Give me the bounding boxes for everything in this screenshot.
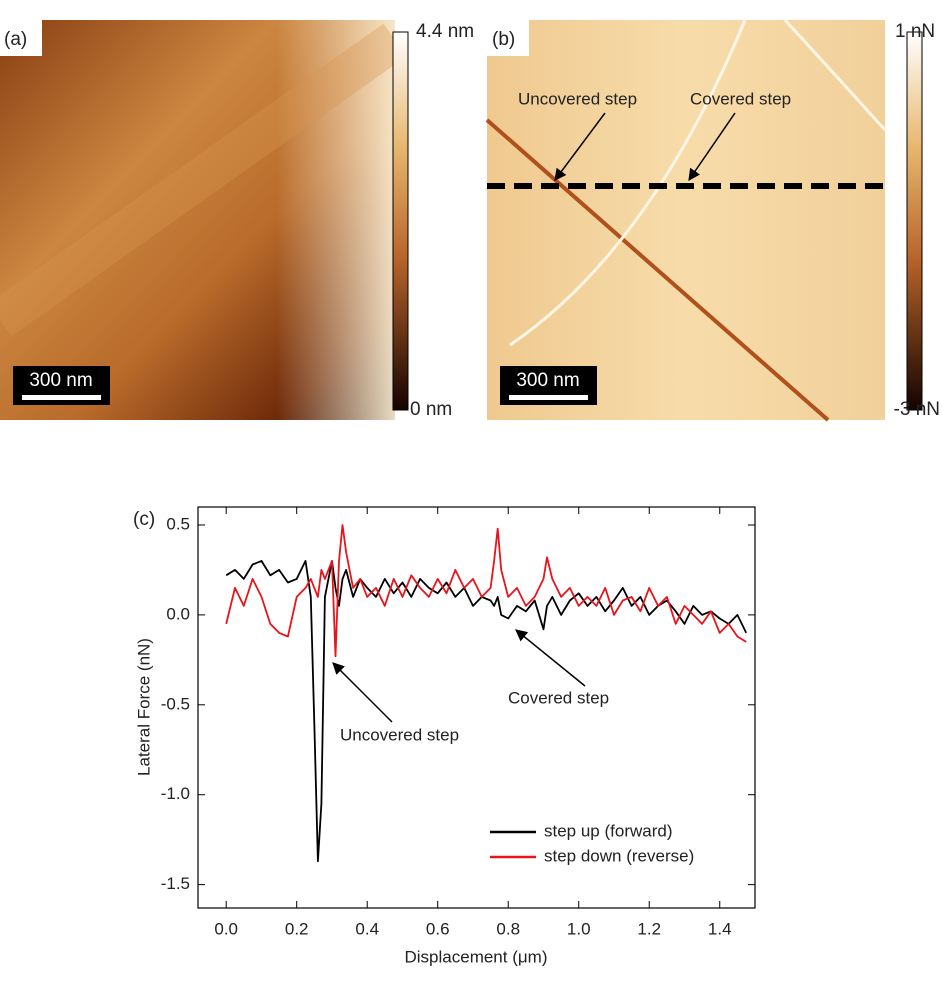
x-tick-label: 1.2 [637, 919, 661, 938]
annotation: Covered step [508, 688, 609, 707]
covered-step-line [509, 19, 747, 347]
colorbar [906, 31, 923, 411]
covered-step-line [783, 18, 887, 132]
afm-friction-image [487, 20, 885, 420]
colorbar [392, 31, 409, 411]
uncovered-step-line [485, 118, 830, 422]
y-tick-label: -1.5 [161, 874, 190, 893]
y-tick-label: -0.5 [161, 694, 190, 713]
scale-bar [22, 395, 101, 400]
annotation: Uncovered step [340, 725, 459, 744]
x-tick-label: 0.2 [285, 919, 309, 938]
x-axis-label: Displacement (μm) [405, 947, 548, 966]
colorbar-min: -3 nN [894, 399, 940, 420]
scale-bar [509, 395, 588, 400]
x-tick-label: 1.4 [708, 919, 732, 938]
series-line [225, 524, 747, 658]
label-bg [487, 20, 529, 56]
colorbar-max: 1 nN [895, 21, 935, 42]
series-line [225, 560, 748, 863]
x-tick-label: 0.0 [214, 919, 238, 938]
terrace-band [0, 23, 407, 337]
panel-label: (c) [133, 509, 155, 530]
legend-label: step down (reverse) [544, 846, 694, 865]
y-tick-label: -1.0 [161, 784, 190, 803]
colorbar-min: 0 nm [410, 399, 452, 420]
annotation-arrow [332, 662, 393, 723]
panel-label: (a) [4, 29, 27, 50]
panel-label: (b) [492, 29, 515, 50]
annotation-arrow [554, 112, 606, 181]
y-tick-label: 0.5 [166, 514, 190, 533]
annotation-arrow [515, 629, 586, 687]
x-tick-label: 0.6 [426, 919, 450, 938]
image-highlight [0, 20, 395, 420]
annotation-arrow [688, 112, 736, 181]
colorbar-max: 4.4 nm [416, 21, 474, 42]
x-tick-label: 0.4 [355, 919, 379, 938]
legend-label: step up (forward) [544, 821, 673, 840]
plot-frame [197, 506, 756, 909]
y-axis-label: Lateral Force (nN) [134, 638, 153, 776]
x-tick-label: 1.0 [567, 919, 591, 938]
annotation: Uncovered step [518, 89, 637, 108]
y-tick-label: 0.0 [166, 604, 190, 623]
label-bg [0, 20, 42, 56]
scale-bar-label: 300 nm [29, 370, 92, 391]
annotation: Covered step [690, 89, 791, 108]
x-tick-label: 0.8 [496, 919, 520, 938]
scale-bar-label: 300 nm [516, 370, 579, 391]
